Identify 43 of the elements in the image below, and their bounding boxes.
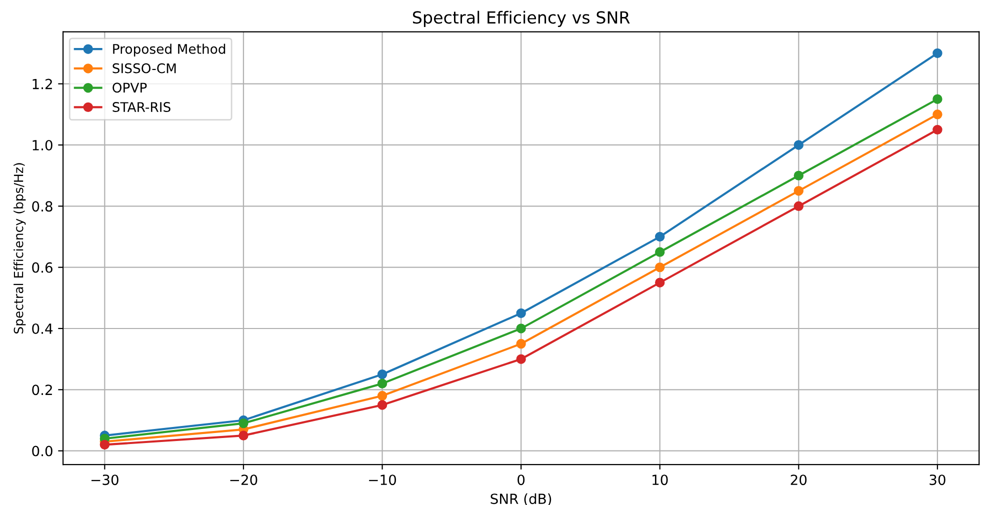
chart-title: Spectral Efficiency vs SNR [412, 10, 630, 27]
point [932, 48, 942, 58]
y-axis-title: Spectral Efficiency (bps/Hz) [14, 163, 26, 334]
point [794, 140, 804, 150]
x-tick-label: −10 [369, 474, 396, 486]
point [238, 430, 248, 440]
point [516, 308, 526, 318]
point [100, 440, 110, 450]
point [932, 110, 942, 120]
point [238, 418, 248, 428]
point [377, 378, 388, 388]
point [655, 232, 665, 242]
point [377, 400, 388, 410]
x-tick-label: 10 [652, 474, 668, 486]
y-tick-label: 0.8 [32, 201, 52, 212]
x-tick-label: 20 [790, 474, 807, 486]
point [655, 262, 665, 272]
point [655, 247, 665, 257]
legend-label: OPVP [112, 82, 147, 93]
point [516, 354, 526, 364]
point [655, 278, 665, 288]
x-tick-label: −20 [230, 474, 258, 486]
point [932, 124, 942, 135]
x-tick-label: 0 [518, 474, 525, 486]
point [516, 338, 526, 349]
y-tick-label: 1.0 [32, 140, 52, 150]
point [377, 370, 388, 380]
y-tick-label: 0.6 [32, 262, 52, 273]
point [794, 170, 804, 180]
legend-label: SISSO-CM [112, 63, 176, 74]
point [932, 94, 942, 104]
point [516, 324, 526, 334]
legend-label: STAR-RIS [112, 102, 170, 112]
y-tick-label: 1.2 [32, 78, 52, 90]
y-tick-label: 0.0 [32, 446, 52, 456]
y-tick-label: 0.2 [32, 384, 52, 396]
y-tick-label: 0.4 [32, 323, 53, 334]
point [794, 186, 804, 196]
point [377, 390, 388, 401]
x-tick-label: −30 [91, 474, 118, 486]
legend-label: Proposed Method [113, 44, 226, 56]
x-tick-label: 30 [930, 474, 946, 486]
point [794, 201, 804, 212]
